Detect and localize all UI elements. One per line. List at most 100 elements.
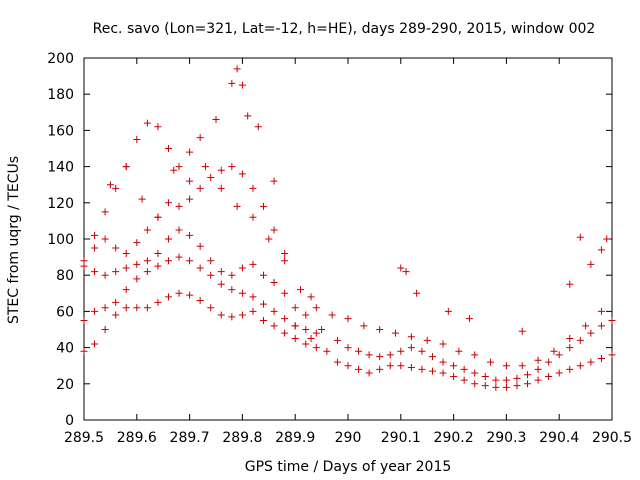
data-point-arc-mid: [196, 264, 204, 272]
data-point-arc-spread: [281, 257, 289, 265]
data-point-arc-low: [207, 304, 215, 312]
data-point-arc-upper: [80, 257, 88, 265]
data-point-arc-upper: [207, 257, 215, 265]
data-point-trough-b: [492, 376, 500, 384]
data-point-trough-a: [460, 376, 468, 384]
data-point-trough-a: [597, 354, 605, 362]
data-point-arc-upper: [154, 249, 162, 257]
data-point-trough-a: [492, 383, 500, 391]
data-point-trough-c: [439, 340, 447, 348]
data-point-arc-low: [291, 335, 299, 343]
data-point-trough-c: [518, 362, 526, 370]
data-point-arc-mid: [112, 298, 120, 306]
data-point-trough-a: [307, 335, 315, 343]
x-tick-label: 290.2: [434, 430, 474, 446]
x-tick-label: 289.5: [64, 430, 104, 446]
data-point-trough-b: [513, 374, 521, 382]
data-point-trough-c: [597, 307, 605, 315]
data-point-trough-b: [608, 316, 616, 324]
data-point-arc-mid: [270, 307, 278, 315]
data-point-trough-a: [566, 365, 574, 373]
data-point-arc-upper: [143, 257, 151, 265]
data-point-trough-a: [428, 367, 436, 375]
data-point-arc-spread: [138, 195, 146, 203]
x-tick-label: 290.1: [381, 430, 421, 446]
data-point-trough-b: [502, 376, 510, 384]
data-point-arc-mid: [175, 253, 183, 261]
data-point-trough-b: [386, 351, 394, 359]
data-point-arc-low: [154, 298, 162, 306]
data-point-arc-mid: [207, 271, 215, 279]
data-point-arc-mid: [281, 315, 289, 323]
x-tick-label: 290: [335, 430, 362, 446]
data-point-trough-a: [386, 362, 394, 370]
data-point-outliers: [518, 327, 526, 335]
data-point-trough-c: [534, 356, 542, 364]
data-point-arc-mid: [186, 257, 194, 265]
data-point-outliers: [603, 235, 611, 243]
data-point-outliers: [576, 233, 584, 241]
data-point-trough-b: [428, 353, 436, 361]
y-tick-label: 0: [65, 413, 74, 429]
data-point-arc-upper: [281, 289, 289, 297]
data-point-arc-upper: [91, 268, 99, 276]
data-point-arc-spread: [154, 213, 162, 221]
y-tick-label: 80: [56, 268, 74, 284]
x-tick-label: 290.3: [486, 430, 526, 446]
data-point-arc-mid: [133, 275, 141, 283]
data-point-arc-peak: [175, 163, 183, 171]
data-point-arc-mid: [101, 304, 109, 312]
data-point-arc-peak: [133, 135, 141, 143]
x-axis-ticks: 289.5 289.6 289.7 289.8 289.9 290 290.1 290.2 29…: [64, 58, 632, 446]
data-point-trough-a: [365, 369, 373, 377]
data-point-arc-upper: [164, 235, 172, 243]
data-point-arc-spread: [249, 213, 257, 221]
y-tick-label: 120: [47, 196, 74, 212]
data-point-arc-low: [312, 344, 320, 352]
data-point-arc-high: [112, 244, 120, 252]
data-point-arc-mid: [249, 293, 257, 301]
data-point-outliers: [566, 280, 574, 288]
data-point-arc-spread: [106, 181, 114, 189]
data-point-arc-mid: [238, 289, 246, 297]
data-point-trough-b: [555, 351, 563, 359]
data-point-arc-low: [143, 304, 151, 312]
data-point-trough-b: [418, 347, 426, 355]
data-point-arc-spread: [186, 177, 194, 185]
data-point-arc-low: [186, 291, 194, 299]
data-point-outliers: [402, 268, 410, 276]
data-point-arc-peak: [233, 65, 241, 73]
x-axis-title: GPS time / Days of year 2015: [245, 459, 452, 475]
data-point-outliers: [587, 260, 595, 268]
data-point-arc-high: [207, 173, 215, 181]
data-point-arc-spread: [201, 163, 209, 171]
data-point-arc-low: [270, 322, 278, 330]
data-points: [80, 65, 616, 391]
data-point-trough-b: [471, 369, 479, 377]
data-point-arc-high: [228, 163, 236, 171]
data-point-arc-low: [122, 304, 130, 312]
data-point-arc-upper: [175, 226, 183, 234]
data-point-arc-peak: [254, 123, 262, 131]
data-point-arc-mid: [80, 316, 88, 324]
data-point-arc-mid: [260, 300, 268, 308]
data-point-arc-spread: [296, 286, 304, 294]
data-point-arc-upper: [291, 304, 299, 312]
data-point-trough-c: [566, 335, 574, 343]
data-point-trough-a: [333, 358, 341, 366]
data-point-trough-a: [545, 373, 553, 381]
data-point-arc-low: [133, 304, 141, 312]
data-point-trough-c: [471, 351, 479, 359]
data-point-outliers: [444, 307, 452, 315]
data-point-arc-spread: [122, 163, 130, 171]
data-point-trough-b: [450, 362, 458, 370]
x-tick-label: 289.9: [275, 430, 315, 446]
data-point-arc-spread: [233, 202, 241, 210]
data-point-trough-c: [328, 311, 336, 319]
data-point-trough-b: [597, 322, 605, 330]
data-point-arc-mid: [228, 286, 236, 294]
data-point-trough-b: [481, 373, 489, 381]
data-point-arc-peak: [186, 148, 194, 156]
data-point-arc-peak: [143, 119, 151, 127]
data-point-trough-a: [502, 383, 510, 391]
